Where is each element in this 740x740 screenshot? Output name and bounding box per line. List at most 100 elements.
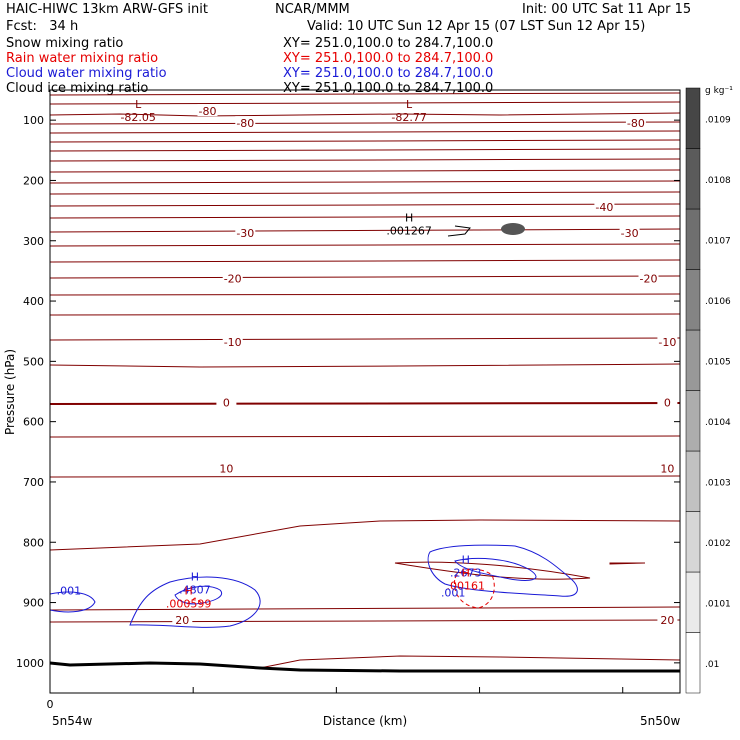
x-axis-label: Distance (km): [323, 714, 407, 728]
colorbar-segment: [685, 450, 701, 512]
temperature-label-bg: [657, 335, 678, 348]
temperature-label: -30: [621, 227, 639, 240]
cloud-water-labels: .001 .001: [57, 584, 466, 599]
institution-label: NCAR/MMM: [275, 2, 350, 17]
temperature-label-bg: [594, 199, 615, 212]
colorbar-label: .0105: [705, 357, 731, 367]
extremum-marker: H: [191, 570, 199, 583]
extremum-marker: H: [405, 211, 413, 224]
x-tick-zero: 0: [47, 698, 54, 711]
valid-time: Valid: 10 UTC Sun 12 Apr 15 (07 LST Sun …: [307, 19, 646, 34]
y-tick-label: 100: [23, 114, 44, 127]
colorbar-label: .0108: [705, 176, 731, 186]
colorbar-segment: [685, 390, 701, 452]
colorbar-segment: [685, 511, 701, 573]
temperature-label: -10: [224, 336, 242, 349]
y-axis-label: Pressure (hPa): [3, 349, 17, 435]
colorbar-segment: [685, 148, 701, 210]
rain-water-contours: [186, 568, 495, 609]
x-endpoint-left: 5n54w: [52, 714, 93, 728]
extremum-marker: H: [462, 567, 470, 580]
temperature-contours: [49, 92, 681, 669]
init-time: Init: 00 UTC Sat 11 Apr 15: [522, 2, 692, 17]
colorbar-segment: [685, 329, 701, 391]
cloud-water-contours: [49, 544, 578, 628]
temperature-label-bg: [625, 116, 646, 129]
extremum-marker: L: [406, 98, 413, 111]
colorbar-unit: g kg⁻¹: [705, 86, 733, 96]
extremum-value: -82.77: [391, 111, 426, 124]
temperature-label-bg: [197, 104, 218, 117]
colorbar-segment: [685, 571, 701, 633]
extremum-value: .2673: [450, 566, 482, 579]
x-axis: [49, 687, 624, 693]
temperature-label-bg: [216, 461, 237, 474]
field-rain-xy: XY= 251.0,100.0 to 284.7,100.0: [283, 51, 494, 66]
y-tick-label: 800: [23, 536, 44, 549]
colorbar: .01 .0101 .0102 .0103 .0104 .0105 .0106 .0107 .0…: [685, 87, 731, 694]
extremum-marker: H: [462, 553, 470, 566]
field-cloudwater-xy: XY= 251.0,100.0 to 284.7,100.0: [283, 66, 494, 81]
temperature-label-bg: [657, 461, 678, 474]
field-rain-name: Rain water mixing ratio: [6, 51, 159, 66]
colorbar-label: .0104: [705, 418, 731, 428]
extremum-value: .4807: [179, 583, 211, 596]
extrema-labels: L-82.05L-82.77H.001267H.4807H.000599H.26…: [120, 98, 485, 611]
y-tick-label: 400: [23, 295, 44, 308]
cloud-water-label: .001: [57, 584, 82, 597]
temperature-label: 0: [664, 396, 671, 409]
field-snow-name: Snow mixing ratio: [6, 36, 124, 51]
y-tick-label: 500: [23, 355, 44, 368]
y-tick-label: 300: [23, 235, 44, 248]
temperature-label: 10: [219, 463, 233, 476]
extremum-marker: H: [184, 585, 192, 598]
extremum-value: -82.05: [120, 111, 155, 124]
colorbar-label: .0101: [705, 599, 731, 609]
temperature-label: -80: [236, 117, 254, 130]
extremum-value: .000599: [166, 598, 212, 611]
colorbar-label: .0109: [705, 115, 731, 125]
temperature-label: -30: [236, 227, 254, 240]
snow-shading: [501, 223, 525, 235]
temperature-label-bg: [638, 271, 659, 284]
extremum-value: .00161: [447, 580, 486, 593]
colorbar-label: .0106: [705, 297, 731, 307]
field-snow-xy: XY= 251.0,100.0 to 284.7,100.0: [283, 36, 494, 51]
extremum-value: .001267: [386, 224, 432, 237]
terrain-line: [49, 661, 680, 673]
colorbar-label: .0103: [705, 478, 731, 488]
y-tick-label: 600: [23, 416, 44, 429]
y-tick-label: 900: [23, 597, 44, 610]
temperature-label-bg: [222, 335, 243, 348]
y-tick-label: 200: [23, 174, 44, 187]
temperature-label: 0: [223, 396, 230, 409]
cloud-water-label: .001: [441, 586, 466, 599]
temperature-label-bg: [235, 116, 256, 129]
colorbar-segment: [685, 208, 701, 270]
plot-title: HAIC-HIWC 13km ARW-GFS init: [6, 2, 208, 17]
temperature-label: 10: [660, 463, 674, 476]
field-cloudwater-name: Cloud water mixing ratio: [6, 66, 167, 81]
field-cloudice-xy: XY= 251.0,100.0 to 284.7,100.0: [283, 81, 494, 96]
temperature-label: 20: [175, 614, 189, 627]
temperature-label: -40: [595, 201, 613, 214]
colorbar-label: .01: [705, 660, 719, 670]
temperature-label-bg: [172, 613, 193, 626]
temperature-label: -80: [627, 117, 645, 130]
colorbar-segment: [685, 87, 701, 149]
forecast-hour: Fcst: 34 h: [6, 19, 79, 34]
colorbar-label: .0102: [705, 539, 731, 549]
temperature-label: -20: [640, 273, 658, 286]
temperature-label: 20: [660, 614, 674, 627]
temperature-label: -80: [199, 105, 217, 118]
temperature-contour-labels: -80 -80 -80 -40 -30 -30 -20 -20 -10 -10 0 0 10 10 20 20: [172, 104, 678, 627]
y-tick-label: 1000: [16, 657, 44, 670]
plot-frame: [49, 89, 681, 694]
temperature-label-bg: [235, 225, 256, 238]
temperature-label-bg: [657, 395, 678, 408]
temperature-label: -20: [224, 273, 242, 286]
extremum-marker: L: [135, 98, 142, 111]
y-tick-label: 700: [23, 476, 44, 489]
field-cloudice-name: Cloud ice mixing ratio: [6, 81, 149, 96]
